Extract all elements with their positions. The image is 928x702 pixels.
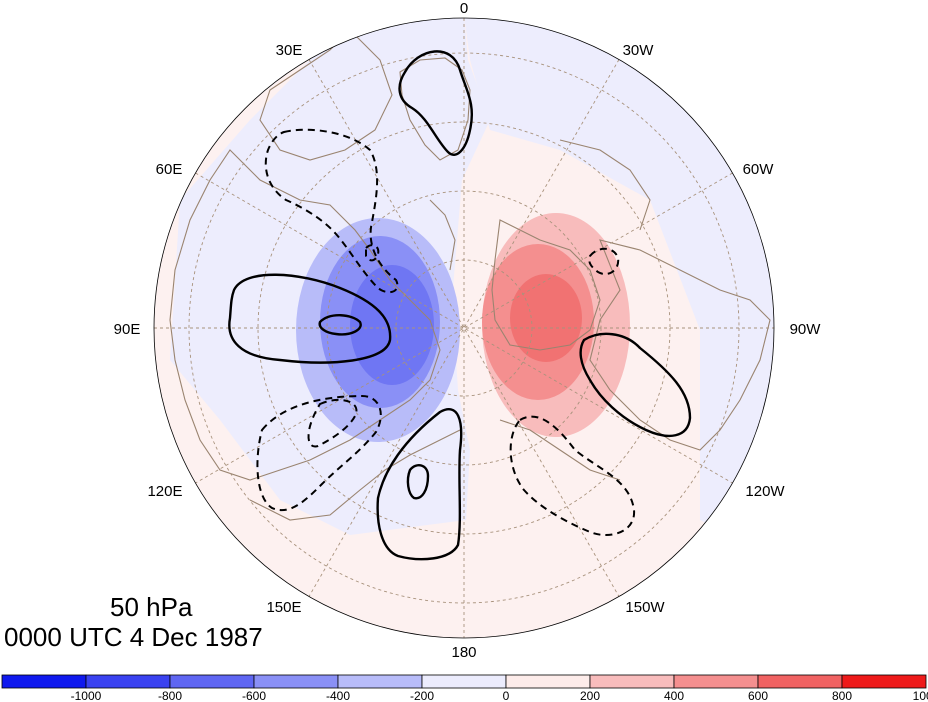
colorbar-swatch [421,674,507,689]
colorbar-tick-label: 600 [748,689,768,702]
colorbar-tick-label: -800 [158,689,182,702]
contour-solid-160e [376,408,463,561]
colorbar-swatch [841,674,927,689]
lon-label-120e: 120E [147,483,182,500]
colorbar-swatch [1,674,87,689]
colorbar-tick-label: -200 [410,689,434,702]
colorbar-tick-label: 800 [832,689,852,702]
contour-solid-160e-inner [406,464,430,500]
contour-dashed-70e-inner [365,244,380,262]
colorbar-tick-label: -600 [242,689,266,702]
contour-dashed-60w [588,247,620,276]
shading-negative-weak-east [464,18,774,560]
colorbar-tick-label: 0 [503,689,510,702]
coastlines [169,29,771,521]
lon-label-90e: 90E [114,321,141,338]
lon-label-60w: 60W [743,161,775,178]
colorbar-tick-label: -400 [326,689,350,702]
contour-solid-north [398,50,474,156]
contour-dashed-120e [256,394,382,512]
colorbar-swatch [673,674,759,689]
contours [228,50,692,561]
map-boundary [153,17,775,639]
colorbar-tick-label: 200 [580,689,600,702]
shading-negative-600 [350,265,434,385]
lon-label-30w: 30W [623,42,655,59]
colorbar-swatch [337,674,423,689]
colorbar-swatch [253,674,339,689]
lon-label-90w: 90W [790,321,822,338]
longitude-labels: 0 30W 60W 90W 120W 150W 180 150E 120E 90… [114,0,822,661]
lon-label-30e: 30E [276,42,303,59]
lon-label-120w: 120W [745,483,785,500]
colorbar-swatch [589,674,675,689]
colorbar-tick-label: -1000 [71,689,102,702]
contours-dashed [256,128,636,536]
colorbar-tick-label: 400 [664,689,684,702]
contour-dashed-60e [264,128,399,294]
colorbar-tick-label: 1000 [913,689,928,702]
contour-dashed-120e-inner [307,398,358,448]
graticule [154,18,774,638]
colorbar-swatch [169,674,255,689]
timestamp-title: 0000 UTC 4 Dec 1987 [4,622,263,652]
lon-label-150e: 150E [266,599,301,616]
contour-solid-90e-inner [318,314,362,336]
pressure-level-title: 50 hPa [110,592,193,622]
lon-label-0: 0 [460,0,468,17]
colorbar-swatch [85,674,171,689]
contour-dashed-150w [509,415,636,536]
colorbar-swatch [757,674,843,689]
contour-solid-90e [228,273,392,364]
contour-solid-90w [579,332,692,437]
lon-label-180: 180 [451,644,476,661]
lon-label-60e: 60E [156,161,183,178]
colorbar: -1000 -800 -600 -400 -200 0 200 400 600 800 1000 [1,674,928,702]
lon-label-150w: 150W [625,599,665,616]
shading-positive-600 [510,274,582,362]
colorbar-swatch [505,674,591,689]
